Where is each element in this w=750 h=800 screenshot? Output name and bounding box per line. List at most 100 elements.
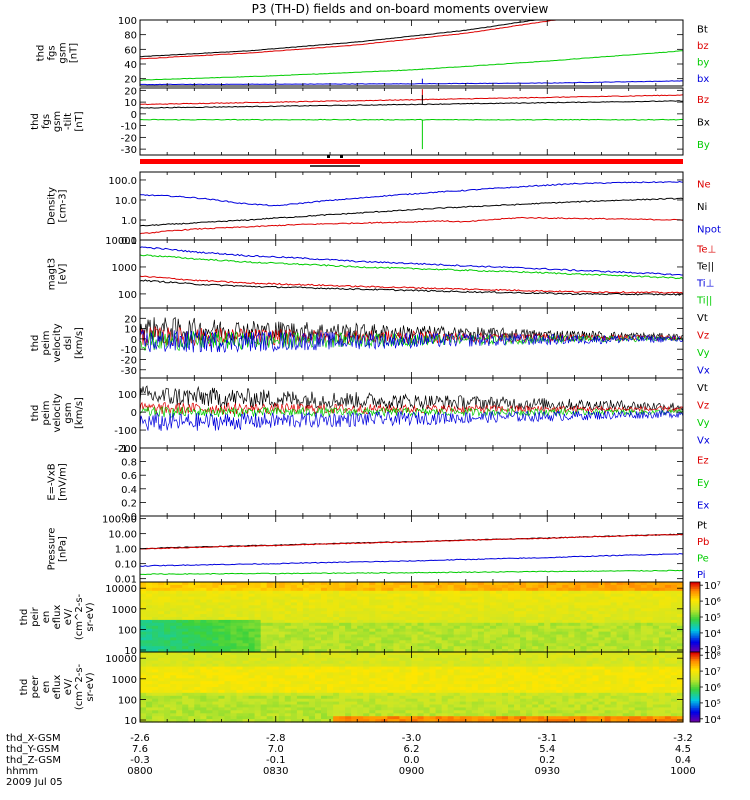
- spectrogram-cell: [616, 643, 624, 647]
- colorbar-cell: [690, 636, 700, 639]
- spectrogram-cell: [387, 599, 394, 603]
- spectrogram-cell: [333, 646, 340, 650]
- spectrogram-cell: [610, 707, 618, 711]
- spectrogram-cell: [477, 701, 485, 706]
- spectrogram-cell: [429, 713, 437, 717]
- spectrogram-cell: [483, 675, 491, 679]
- spectrogram-cell: [188, 695, 195, 700]
- spectrogram-cell: [315, 698, 322, 703]
- spectrogram-cell: [526, 698, 533, 703]
- spectrogram-cell: [224, 590, 232, 595]
- spectrogram-cell: [447, 649, 455, 653]
- spectrogram-cell: [158, 590, 165, 595]
- y-tick-label: 1.0: [121, 216, 137, 227]
- spectrogram-cell: [345, 695, 352, 700]
- spectrogram-cell: [520, 649, 527, 653]
- spectrogram-cell: [296, 625, 304, 630]
- spectrogram-cell: [562, 608, 569, 612]
- spectrogram-cell: [351, 660, 358, 665]
- spectrogram-cell: [538, 619, 545, 624]
- spectrogram-cell: [580, 625, 587, 630]
- spectrogram-cell: [375, 719, 382, 723]
- spectrogram-cell: [399, 695, 406, 700]
- spectrogram-cell: [218, 654, 225, 659]
- spectrogram-cell: [465, 678, 473, 682]
- spectrogram-cell: [502, 649, 509, 653]
- spectrogram-cell: [260, 672, 268, 676]
- spectrogram-cell: [483, 672, 491, 676]
- spectrogram-cell: [290, 669, 298, 673]
- spectrogram-cell: [369, 599, 376, 603]
- spectrogram-cell: [339, 611, 346, 615]
- spectrogram-cell: [640, 660, 648, 665]
- spectrogram-cell: [236, 582, 244, 586]
- status-bar: [140, 159, 683, 164]
- spectrogram-cell: [622, 663, 630, 668]
- spectrogram-cell: [399, 608, 406, 612]
- spectrogram-cell: [164, 654, 171, 659]
- spectrogram-cell: [423, 695, 431, 700]
- spectrogram-cell: [459, 669, 467, 673]
- spectrogram-cell: [646, 593, 654, 598]
- spectrogram-cell: [375, 652, 382, 656]
- spectrogram-cell: [441, 669, 449, 673]
- spectrogram-cell: [369, 649, 376, 653]
- spectrogram-cell: [477, 660, 485, 665]
- spectrogram-cell: [405, 663, 413, 668]
- spectrogram-cell: [520, 582, 527, 586]
- spectrogram-cell: [194, 660, 201, 665]
- spectrogram-cell: [477, 710, 485, 714]
- spectrogram-cell: [218, 716, 225, 720]
- spectrogram-cell: [393, 622, 400, 627]
- spectrogram-cell: [550, 652, 557, 656]
- spectrogram-cell: [568, 631, 575, 636]
- spectrogram-cell: [423, 713, 431, 717]
- spectrogram-cell: [308, 687, 316, 691]
- spectrogram-cell: [465, 634, 473, 638]
- spectrogram-cell: [327, 617, 334, 621]
- spectrogram-cell: [381, 692, 388, 697]
- spectrogram-cell: [652, 701, 660, 706]
- spectrogram-cell: [610, 631, 618, 636]
- spectrogram-cell: [381, 608, 388, 612]
- spectrogram-cell: [381, 689, 388, 694]
- spectrogram-cell: [405, 596, 413, 601]
- spectrogram-cell: [538, 646, 545, 650]
- spectrogram-cell: [363, 657, 370, 662]
- spectrogram-cell: [580, 593, 587, 598]
- spectrogram-cell: [417, 643, 425, 647]
- colorbar-cell: [690, 601, 700, 604]
- spectrogram-cell: [260, 628, 268, 633]
- spectrogram-cell: [622, 657, 630, 662]
- spectrogram-cell: [260, 652, 268, 656]
- spectrogram-cell: [532, 619, 539, 624]
- spectrogram-cell: [164, 634, 171, 638]
- spectrogram-cell: [152, 654, 159, 659]
- spectrogram-cell: [459, 716, 467, 720]
- spectrogram-cell: [514, 646, 521, 650]
- spectrogram-cell: [598, 608, 606, 612]
- spectrogram-cell: [646, 660, 654, 665]
- spectrogram-cell: [182, 602, 189, 606]
- spectrogram-cell: [290, 611, 298, 615]
- spectrogram-cell: [387, 631, 394, 636]
- spectrogram-cell: [634, 634, 642, 638]
- spectrogram-cell: [188, 716, 195, 720]
- colorbar-cell: [690, 610, 700, 613]
- spectrogram-cell: [387, 666, 394, 671]
- spectrogram-cell: [496, 713, 503, 717]
- spectrogram-cell: [170, 654, 177, 659]
- spectrogram-cell: [610, 599, 618, 603]
- spectrogram-cell: [182, 710, 189, 714]
- spectrogram-cell: [562, 713, 569, 717]
- spectrogram-cell: [248, 695, 256, 700]
- spectrogram-cell: [586, 649, 594, 653]
- spectrogram-cell: [399, 582, 406, 586]
- spectrogram-cell: [610, 687, 618, 691]
- spectrogram-cell: [399, 704, 406, 708]
- spectrogram-cell: [363, 716, 370, 720]
- spectrogram-cell: [152, 657, 159, 662]
- spectrogram-cell: [532, 692, 539, 697]
- spectrogram-cell: [580, 675, 587, 679]
- spectrogram-cell: [182, 622, 189, 627]
